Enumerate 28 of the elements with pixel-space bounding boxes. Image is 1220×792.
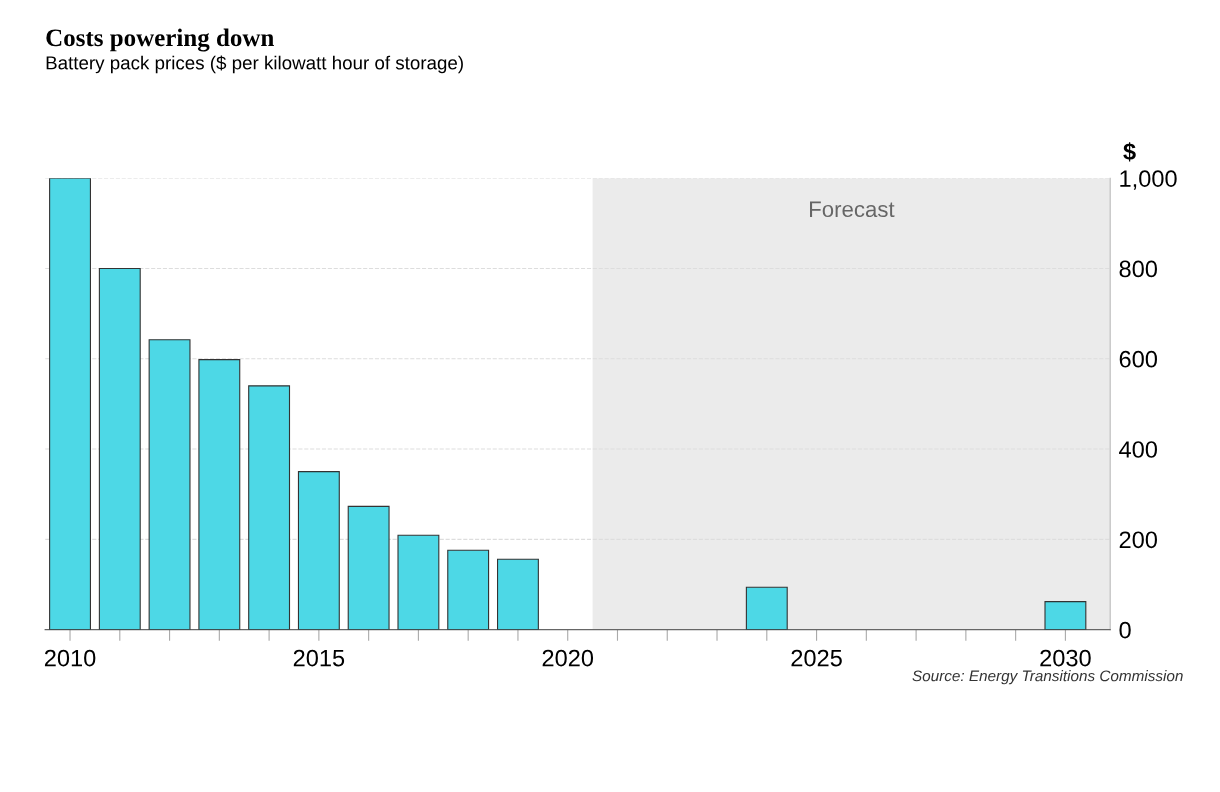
y-tick-label: 1,000 <box>1120 170 1177 190</box>
chart-title: Costs powering down <box>46 28 274 52</box>
bar <box>347 505 390 630</box>
bar <box>496 558 539 630</box>
chart-subtitle: Battery pack prices ($ per kilowatt hour of storage) <box>46 55 463 74</box>
bar <box>745 586 788 630</box>
y-tick-label: 800 <box>1119 260 1157 278</box>
band-label: Forecast <box>810 201 895 218</box>
x-tick-label: 2030 <box>1040 649 1091 667</box>
x-tick-label: 2010 <box>44 649 96 667</box>
bar <box>198 359 241 630</box>
x-tick-label: 2025 <box>791 649 842 667</box>
bar <box>447 549 490 630</box>
bar <box>49 178 91 630</box>
bar <box>248 385 291 630</box>
source-note: Source: Energy Transitions Commission <box>912 670 1183 685</box>
bar <box>1044 601 1087 630</box>
bar <box>98 267 141 630</box>
x-tick-label: 2020 <box>542 649 594 667</box>
y-tick-label: 200 <box>1119 531 1157 549</box>
y-tick-label: 600 <box>1119 350 1157 368</box>
bar <box>148 339 191 630</box>
x-tick-label: 2015 <box>293 649 345 667</box>
bar <box>297 471 340 630</box>
y-tick-label: 0 <box>1119 621 1131 639</box>
bar <box>397 534 440 630</box>
y-tick-label: 400 <box>1119 441 1157 458</box>
y-axis-title: $ <box>1123 142 1136 162</box>
